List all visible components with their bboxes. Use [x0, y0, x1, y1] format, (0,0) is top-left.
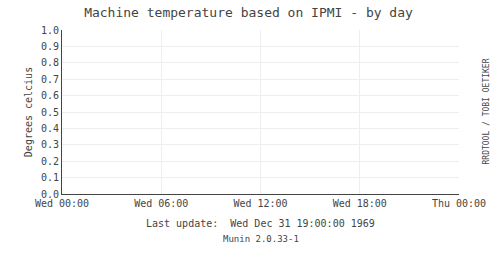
svg-text:Wed 00:00: Wed 00:00	[35, 198, 89, 209]
svg-text:Last update: Wed Dec 31 19:00: Last update: Wed Dec 31 19:00:00 1969	[146, 218, 375, 229]
svg-text:Munin 2.0.33-1: Munin 2.0.33-1	[223, 234, 299, 244]
svg-text:0.6: 0.6	[41, 90, 59, 101]
svg-text:Machine temperature based on I: Machine temperature based on IPMI - by d…	[84, 5, 413, 20]
svg-text:Degrees celcius: Degrees celcius	[23, 67, 34, 157]
svg-text:0.9: 0.9	[41, 41, 59, 52]
svg-text:0.0: 0.0	[41, 189, 59, 200]
svg-text:Wed 06:00: Wed 06:00	[134, 198, 188, 209]
svg-text:1.0: 1.0	[41, 25, 59, 36]
svg-text:Wed 12:00: Wed 12:00	[233, 198, 287, 209]
svg-text:RRDTOOL / TOBI OETIKER: RRDTOOL / TOBI OETIKER	[482, 58, 491, 164]
svg-text:Thu 00:00: Thu 00:00	[432, 198, 486, 209]
svg-text:0.1: 0.1	[41, 172, 59, 183]
svg-text:0.4: 0.4	[41, 123, 59, 134]
svg-text:0.8: 0.8	[41, 57, 59, 68]
svg-text:0.2: 0.2	[41, 156, 59, 167]
svg-text:0.7: 0.7	[41, 74, 59, 85]
svg-text:Wed 18:00: Wed 18:00	[333, 198, 387, 209]
svg-text:0.5: 0.5	[41, 107, 59, 118]
svg-text:0.3: 0.3	[41, 139, 59, 150]
